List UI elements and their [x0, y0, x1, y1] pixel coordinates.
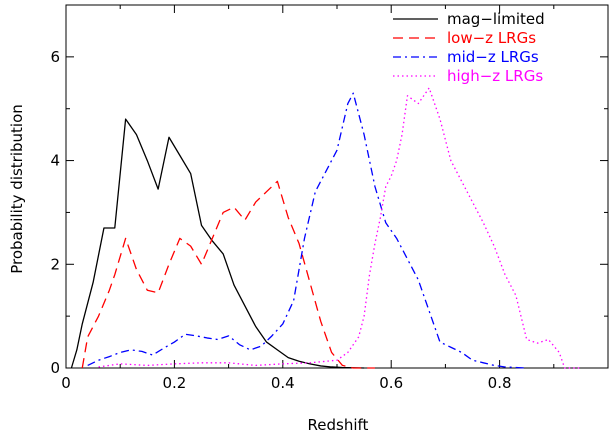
x-tick-label: 0.4: [271, 374, 295, 392]
x-axis-label: Redshift: [308, 416, 369, 434]
series-line-3: [87, 92, 527, 369]
x-tick-label: 0.6: [379, 374, 403, 392]
x-tick-label: 0.8: [488, 374, 512, 392]
y-tick-label: 0: [50, 359, 60, 377]
series-line-2: [81, 180, 375, 369]
legend-label-3: mid−z LRGs: [447, 48, 539, 66]
series-line-1: [70, 118, 365, 369]
y-axis-label: Probability distribution: [8, 104, 26, 274]
legend-label-1: mag−limited: [447, 10, 545, 28]
legend-label-2: low−z LRGs: [447, 29, 536, 47]
y-tick-label: 6: [50, 48, 60, 66]
plot-frame-layer: 0 0.2 0.4 0.6 0.8 0 2 4 6: [50, 4, 609, 392]
legend-label-4: high−z LRGs: [447, 67, 543, 85]
x-tick-label: 0.2: [162, 374, 186, 392]
series-line-4: [98, 87, 581, 369]
y-tick-label: 2: [50, 255, 60, 273]
y-tick-label: 4: [50, 152, 60, 170]
series-layer: [70, 87, 581, 369]
x-tick-label: 0: [61, 374, 71, 392]
